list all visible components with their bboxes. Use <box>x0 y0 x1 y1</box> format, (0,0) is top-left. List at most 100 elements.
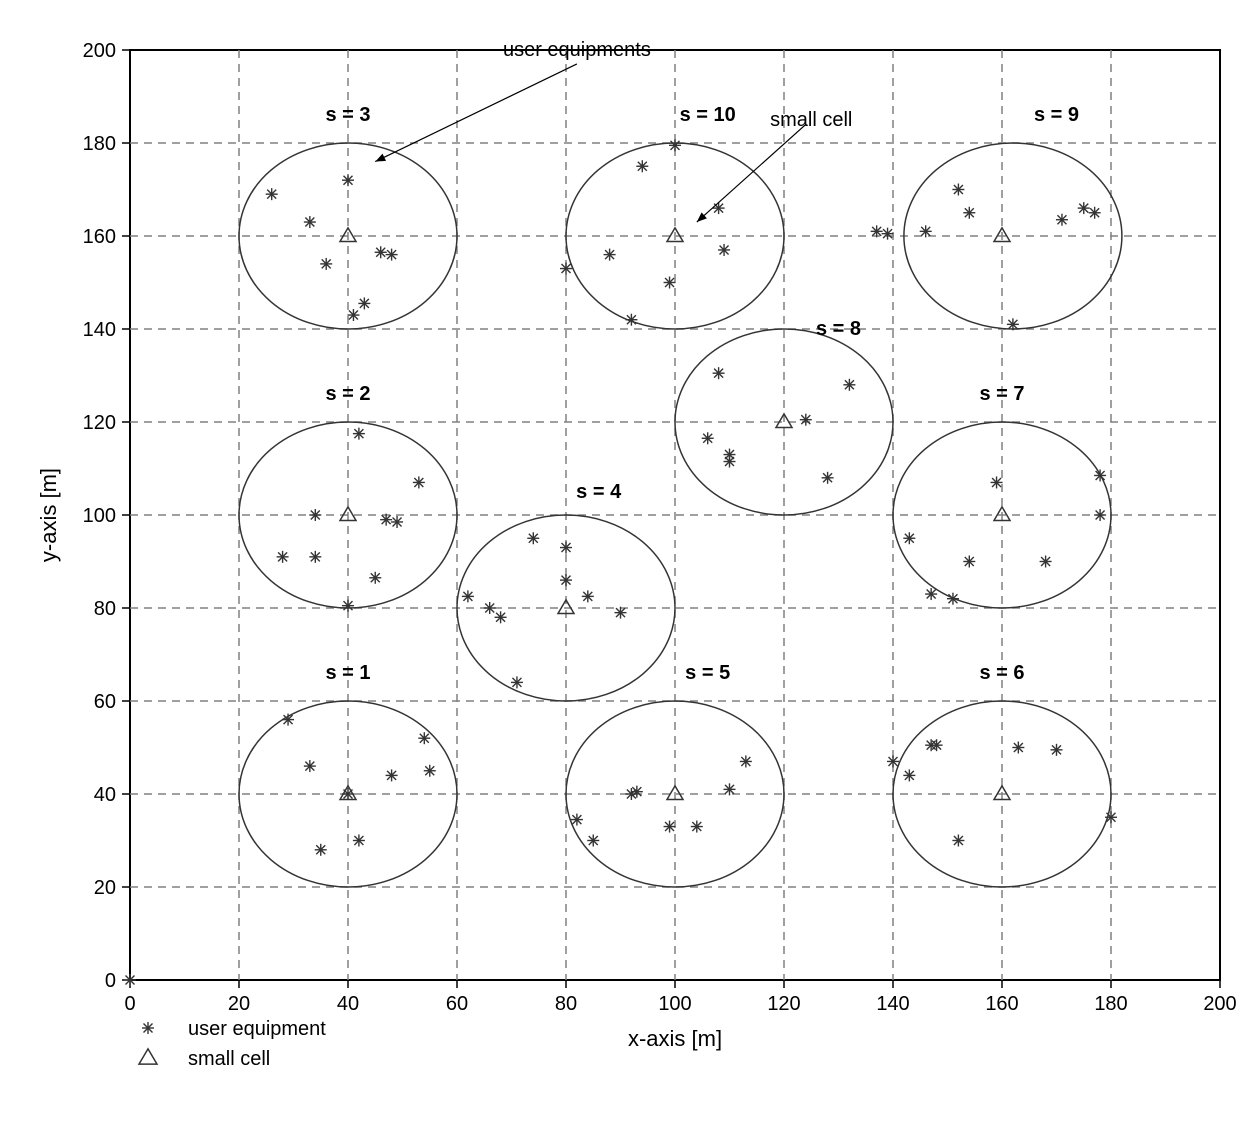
user-equipment-marker <box>1051 744 1063 756</box>
user-equipment-marker <box>484 602 496 614</box>
user-equipment-marker <box>871 225 883 237</box>
user-equipment-marker <box>424 765 436 777</box>
user-equipment-marker <box>887 755 899 767</box>
user-equipment-marker <box>604 249 616 261</box>
user-equipment-marker <box>277 551 289 563</box>
user-equipment-marker <box>724 783 736 795</box>
scatter-chart: 0204060801001201401601802000204060801001… <box>20 20 1240 1097</box>
x-tick-label: 200 <box>1203 993 1236 1015</box>
user-equipment-marker <box>391 516 403 528</box>
user-equipment-marker <box>1094 509 1106 521</box>
cell-label: s = 5 <box>685 662 730 684</box>
user-equipment-marker <box>636 160 648 172</box>
user-equipment-marker <box>560 263 572 275</box>
user-equipment-marker <box>560 542 572 554</box>
user-equipment-marker <box>342 788 354 800</box>
y-tick-label: 20 <box>94 877 116 899</box>
user-equipment-marker <box>418 732 430 744</box>
user-equipment-marker <box>713 367 725 379</box>
cell-label: s = 7 <box>979 383 1024 405</box>
user-equipment-marker <box>669 139 681 151</box>
x-tick-label: 140 <box>876 993 909 1015</box>
user-equipment-marker <box>587 835 599 847</box>
legend-item-label: small cell <box>188 1048 270 1070</box>
y-tick-label: 200 <box>83 40 116 62</box>
y-tick-label: 100 <box>83 505 116 527</box>
user-equipment-marker <box>375 246 387 258</box>
cell-label: s = 2 <box>325 383 370 405</box>
x-tick-label: 20 <box>228 993 250 1015</box>
user-equipment-marker <box>380 514 392 526</box>
x-tick-label: 160 <box>985 993 1018 1015</box>
cell-label: s = 9 <box>1034 104 1079 126</box>
callout-label: user equipments <box>503 39 651 61</box>
user-equipment-marker <box>282 714 294 726</box>
y-tick-label: 140 <box>83 319 116 341</box>
user-equipment-marker <box>353 835 365 847</box>
user-equipment-marker <box>1056 214 1068 226</box>
x-tick-label: 180 <box>1094 993 1127 1015</box>
user-equipment-marker <box>664 821 676 833</box>
user-equipment-marker <box>527 532 539 544</box>
y-tick-label: 120 <box>83 412 116 434</box>
user-equipment-marker <box>495 611 507 623</box>
user-equipment-marker <box>1078 202 1090 214</box>
user-equipment-marker <box>413 476 425 488</box>
user-equipment-marker <box>386 249 398 261</box>
y-tick-label: 40 <box>94 784 116 806</box>
user-equipment-marker <box>511 676 523 688</box>
user-equipment-marker <box>691 821 703 833</box>
user-equipment-marker <box>142 1022 154 1034</box>
user-equipment-marker <box>1105 811 1117 823</box>
y-tick-label: 60 <box>94 691 116 713</box>
chart-container: 0204060801001201401601802000204060801001… <box>20 20 1240 1097</box>
user-equipment-marker <box>1012 742 1024 754</box>
cell-label: s = 8 <box>816 318 861 340</box>
user-equipment-marker <box>462 590 474 602</box>
cell-label: s = 10 <box>680 104 736 126</box>
user-equipment-marker <box>822 472 834 484</box>
user-equipment-marker <box>266 188 278 200</box>
x-tick-label: 40 <box>337 993 359 1015</box>
user-equipment-marker <box>952 835 964 847</box>
user-equipment-marker <box>952 184 964 196</box>
y-tick-label: 180 <box>83 133 116 155</box>
user-equipment-marker <box>342 174 354 186</box>
cell-label: s = 6 <box>979 662 1024 684</box>
user-equipment-marker <box>903 769 915 781</box>
user-equipment-marker <box>664 277 676 289</box>
user-equipment-marker <box>963 207 975 219</box>
y-tick-label: 0 <box>105 970 116 992</box>
user-equipment-marker <box>843 379 855 391</box>
user-equipment-marker <box>571 814 583 826</box>
user-equipment-marker <box>903 532 915 544</box>
user-equipment-marker <box>309 551 321 563</box>
user-equipment-marker <box>800 414 812 426</box>
user-equipment-marker <box>369 572 381 584</box>
user-equipment-marker <box>740 755 752 767</box>
user-equipment-marker <box>304 216 316 228</box>
user-equipment-marker <box>631 786 643 798</box>
user-equipment-marker <box>925 588 937 600</box>
user-equipment-marker <box>1040 556 1052 568</box>
user-equipment-marker <box>947 593 959 605</box>
user-equipment-marker <box>625 314 637 326</box>
user-equipment-marker <box>1007 318 1019 330</box>
user-equipment-marker <box>353 428 365 440</box>
x-tick-label: 0 <box>124 993 135 1015</box>
user-equipment-marker <box>724 456 736 468</box>
cell-label: s = 4 <box>576 481 622 503</box>
user-equipment-marker <box>560 574 572 586</box>
y-tick-label: 80 <box>94 598 116 620</box>
user-equipment-marker <box>702 432 714 444</box>
user-equipment-marker <box>882 228 894 240</box>
user-equipment-marker <box>991 476 1003 488</box>
user-equipment-marker <box>920 225 932 237</box>
x-tick-label: 100 <box>658 993 691 1015</box>
x-tick-label: 80 <box>555 993 577 1015</box>
user-equipment-marker <box>320 258 332 270</box>
y-tick-label: 160 <box>83 226 116 248</box>
user-equipment-marker <box>342 600 354 612</box>
user-equipment-marker <box>315 844 327 856</box>
user-equipment-marker <box>582 590 594 602</box>
